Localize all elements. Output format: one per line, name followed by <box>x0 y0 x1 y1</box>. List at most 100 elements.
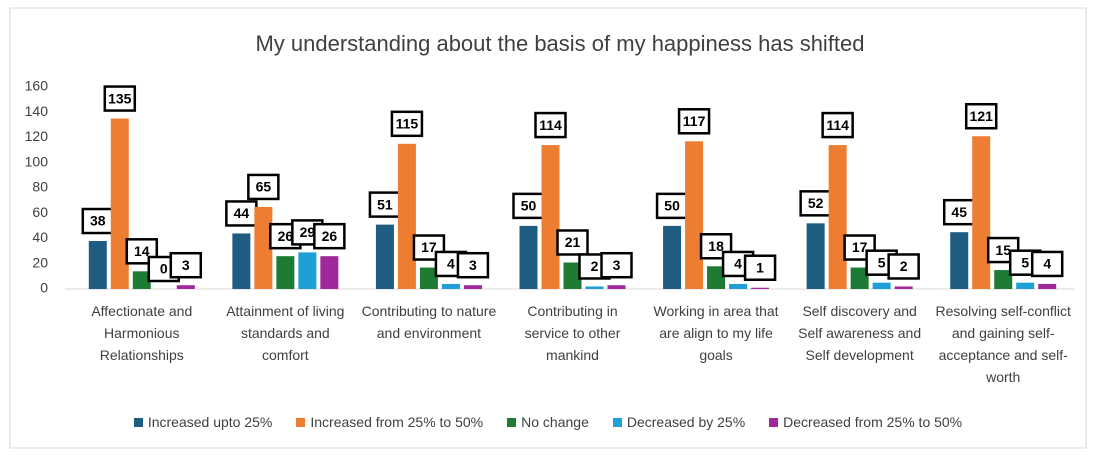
label-box <box>313 222 346 250</box>
legend-label: Increased upto 25% <box>147 414 273 430</box>
data-label: 5 <box>878 254 886 270</box>
bar <box>828 145 847 289</box>
bar <box>585 286 604 289</box>
data-label: 3 <box>182 257 190 273</box>
data-label: 26 <box>322 228 338 244</box>
label-box <box>821 111 854 139</box>
label-box <box>81 207 115 235</box>
bar <box>563 262 582 289</box>
data-label: 2 <box>900 258 908 274</box>
data-label: 5 <box>1021 254 1029 270</box>
label-box <box>556 229 589 256</box>
bar <box>419 267 438 289</box>
label-box <box>103 85 137 112</box>
x-tick-label: Contributing in service to other mankind <box>524 303 621 363</box>
legend-label: Decreased by 25% <box>626 414 746 430</box>
x-tick-label: Resolving self-conflict and gaining self… <box>935 303 1071 385</box>
data-label: 4 <box>447 256 455 272</box>
legend-item: No change <box>507 414 589 430</box>
chart-frame <box>9 7 1087 449</box>
x-tick-label: Affectionate and Harmonious Relationship… <box>91 303 193 363</box>
bar <box>441 283 460 289</box>
legend-item: Decreased from 25% to 50% <box>769 414 962 430</box>
data-label: 44 <box>234 205 250 221</box>
bar <box>232 233 251 289</box>
bar <box>729 283 748 289</box>
label-box <box>964 102 998 130</box>
label-box <box>942 198 976 226</box>
legend-item: Increased upto 25% <box>133 414 273 430</box>
data-label: 21 <box>565 234 581 250</box>
bar <box>607 285 626 289</box>
data-label: 4 <box>734 256 742 272</box>
label-box <box>600 251 633 279</box>
bar <box>972 136 991 289</box>
data-label: 4 <box>1043 256 1051 272</box>
data-label: 50 <box>521 198 537 214</box>
label-box <box>125 238 159 265</box>
bar <box>994 270 1013 289</box>
legend: Increased upto 25% Increased from 25% to … <box>0 414 1096 430</box>
data-label: 135 <box>108 90 132 106</box>
y-tick-label: 60 <box>32 204 48 220</box>
bar <box>685 141 704 289</box>
data-label: 50 <box>664 198 680 214</box>
data-label: 114 <box>826 117 849 133</box>
data-label: 38 <box>90 213 106 229</box>
bar <box>894 286 913 289</box>
legend-swatch <box>507 417 517 427</box>
label-box <box>655 192 689 220</box>
data-label: 17 <box>421 239 437 255</box>
data-label: 3 <box>613 257 621 273</box>
bar <box>850 267 869 289</box>
y-tick-label: 160 <box>25 78 49 94</box>
bar <box>1038 283 1057 289</box>
bar <box>88 241 107 289</box>
y-tick-label: 20 <box>32 254 48 270</box>
data-label: 115 <box>396 116 419 132</box>
legend-swatch <box>769 417 779 427</box>
data-label: 14 <box>134 243 150 259</box>
legend-label: Increased from 25% to 50% <box>310 414 484 430</box>
bar <box>110 118 129 289</box>
label-box <box>677 108 711 135</box>
chart-title: My understanding about the basis of my h… <box>255 31 864 56</box>
data-label: 121 <box>970 108 994 124</box>
bar <box>320 256 339 289</box>
data-label: 15 <box>995 242 1011 258</box>
y-tick-label: 140 <box>25 103 49 119</box>
data-label: 3 <box>469 257 477 273</box>
label-box <box>1030 250 1064 278</box>
label-box <box>799 190 832 217</box>
bar <box>806 223 825 289</box>
y-tick-label: 40 <box>32 229 48 245</box>
y-tick-label: 120 <box>25 128 49 144</box>
legend-item: Increased from 25% to 50% <box>296 414 483 430</box>
legend-swatch <box>612 417 622 427</box>
bar <box>298 252 317 289</box>
data-label: 51 <box>377 196 393 212</box>
label-box <box>169 251 203 279</box>
x-tick-label: Self discovery and Self awareness and Se… <box>798 303 922 363</box>
data-label: 65 <box>256 179 272 195</box>
label-box <box>456 251 490 279</box>
bar <box>872 282 891 289</box>
data-label: 29 <box>300 224 316 240</box>
bar <box>519 225 538 289</box>
data-label: 117 <box>683 113 706 129</box>
label-box <box>743 254 777 281</box>
data-label: 114 <box>539 117 562 133</box>
legend-swatch <box>296 417 306 427</box>
data-label: 0 <box>160 261 168 277</box>
bar <box>663 225 682 289</box>
label-box <box>887 253 920 280</box>
data-label: 2 <box>591 258 599 274</box>
bar <box>950 232 969 289</box>
x-tick-label: Working in area that are align to my lif… <box>653 303 779 363</box>
bar <box>463 285 482 289</box>
legend-item: Decreased by 25% <box>612 414 746 430</box>
bar <box>1016 282 1035 289</box>
bar <box>276 256 295 289</box>
